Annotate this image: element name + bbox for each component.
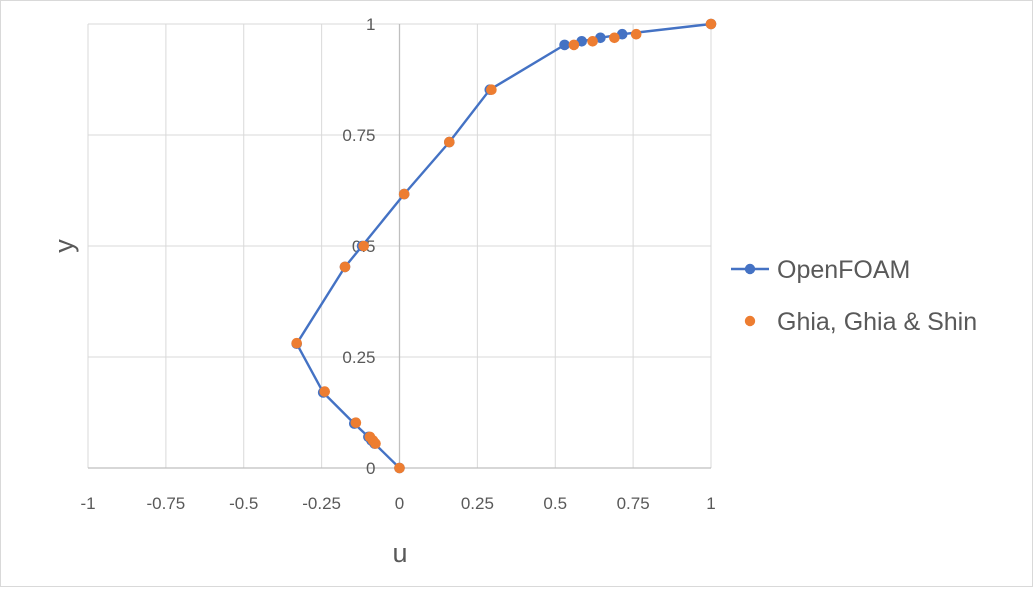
y-tick-label: 0.75: [342, 126, 375, 145]
data-point-ghia: [486, 84, 497, 95]
x-tick-label: 0.5: [543, 494, 567, 513]
data-point-ghia: [587, 36, 598, 47]
legend-marker-ghia: [744, 315, 756, 327]
data-point-openfoam: [559, 39, 570, 51]
x-tick-label: -0.5: [229, 494, 258, 513]
x-tick-label: -1: [80, 494, 95, 513]
legend-item-openfoam: OpenFOAM: [731, 256, 910, 284]
data-point-ghia: [630, 28, 642, 40]
y-axis-title: y: [49, 239, 79, 253]
data-point-ghia: [609, 32, 620, 44]
legend-item-ghia: Ghia, Ghia & Shin: [744, 308, 977, 336]
data-point-ghia: [339, 261, 351, 273]
x-tick-label: 0.75: [617, 494, 650, 513]
data-point-ghia: [568, 39, 580, 51]
data-point-ghia: [319, 386, 331, 397]
data-point-ghia: [291, 337, 303, 349]
x-tick-label: -0.25: [302, 494, 341, 513]
x-tick-label: 1: [706, 494, 715, 513]
data-point-ghia: [350, 417, 362, 429]
plot-area: [291, 18, 717, 474]
legend: OpenFOAM Ghia, Ghia & Shin: [731, 256, 977, 336]
legend-label-ghia: Ghia, Ghia & Shin: [777, 308, 977, 336]
data-point-ghia: [358, 240, 370, 252]
data-point-ghia: [398, 188, 410, 200]
legend-label-openfoam: OpenFOAM: [777, 256, 910, 284]
x-tick-label: -0.75: [147, 494, 186, 513]
data-point-ghia: [364, 431, 376, 443]
data-point-ghia: [444, 136, 455, 148]
x-tick-label: 0: [395, 494, 404, 513]
data-point-ghia: [705, 18, 717, 30]
legend-marker-openfoam: [744, 263, 756, 275]
y-tick-label: 1: [366, 15, 375, 34]
x-tick-label: 0.25: [461, 494, 494, 513]
tick-labels: -1-0.75-0.5-0.2500.250.50.75100.250.50.7…: [80, 15, 715, 513]
data-point-ghia: [394, 462, 405, 474]
y-tick-label: 0.25: [342, 348, 375, 367]
y-tick-label: 0: [366, 459, 375, 478]
x-axis-title: u: [392, 538, 407, 568]
